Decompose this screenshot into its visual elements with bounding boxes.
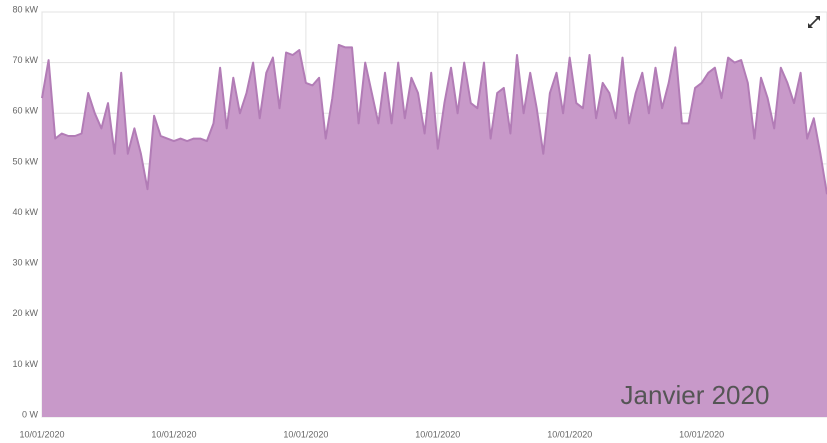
y-tick-label: 40 kW: [12, 207, 38, 217]
x-tick-label: 10/01/2020: [283, 429, 328, 439]
x-tick-label: 10/01/2020: [415, 429, 460, 439]
annotation: Janvier 2020: [621, 380, 770, 410]
y-tick-label: 0 W: [22, 409, 39, 419]
y-tick-label: 60 kW: [12, 106, 38, 116]
data: [41, 43, 827, 418]
y-tick-label: 80 kW: [12, 4, 38, 14]
area: [42, 44, 827, 418]
x-tick-label: 10/01/2020: [19, 429, 64, 439]
y-tick-label: 20 kW: [12, 308, 38, 318]
y-tick-label: 30 kW: [12, 258, 38, 268]
y-tick-label: 70 kW: [12, 55, 38, 65]
y-tick-label: 10 kW: [12, 359, 38, 369]
y-tick-label: 50 kW: [12, 156, 38, 166]
line: [41, 43, 827, 195]
x-tick-label: 10/01/2020: [151, 429, 196, 439]
labels: 0 W 10 kW 20 kW 30 kW 40 kW 50 kW 60 kW 70 kW 80…: [12, 4, 724, 439]
x-tick-label: 10/01/2020: [547, 429, 592, 439]
x-tick-label: 10/01/2020: [679, 429, 724, 439]
expand-icon[interactable]: [808, 16, 820, 28]
